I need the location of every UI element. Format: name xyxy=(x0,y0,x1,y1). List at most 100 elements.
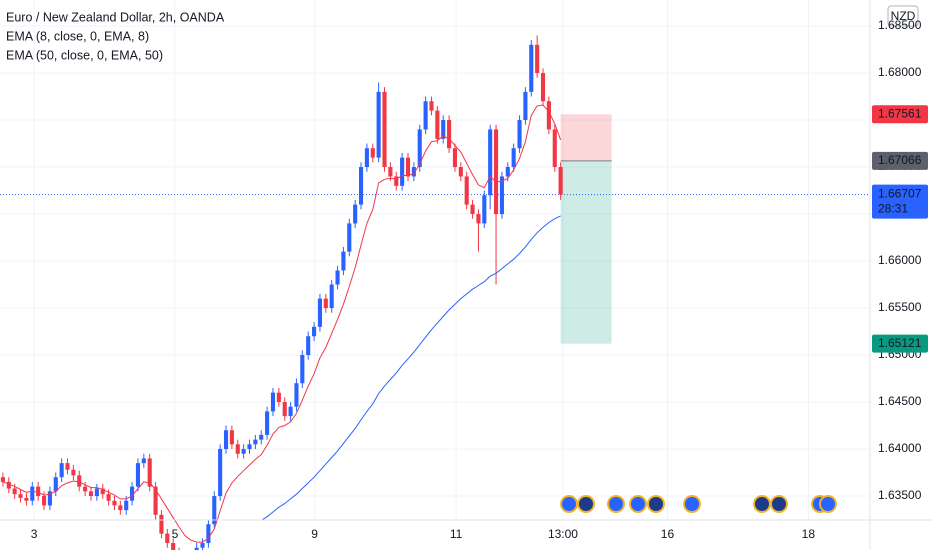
candle-body xyxy=(270,392,276,412)
price-tag xyxy=(872,105,928,124)
candle-body xyxy=(30,486,35,501)
candle-body xyxy=(370,148,375,158)
event-icon[interactable] xyxy=(577,495,595,513)
candle-body xyxy=(0,477,5,482)
event-icon[interactable] xyxy=(770,495,788,513)
candle-body xyxy=(405,157,411,177)
candle-body xyxy=(423,101,428,130)
candle-body xyxy=(147,458,152,487)
event-icon[interactable] xyxy=(629,495,647,513)
y-tick-label: 1.63500 xyxy=(878,488,922,502)
price-tag-label: 1.67561 xyxy=(878,106,922,120)
plot-area xyxy=(0,0,870,550)
y-tick-label: 1.68500 xyxy=(878,18,922,32)
event-icon[interactable] xyxy=(753,495,771,513)
price-tag xyxy=(872,334,928,353)
x-tick-label: 11 xyxy=(450,527,463,541)
candle-body xyxy=(353,204,358,224)
ema-line xyxy=(2,104,562,543)
candle-body xyxy=(464,176,469,205)
candle-body xyxy=(335,270,340,285)
candle-body xyxy=(141,458,146,464)
y-tick-label: 1.66000 xyxy=(878,253,922,267)
candle-body xyxy=(364,148,369,168)
candle-body xyxy=(71,469,76,476)
x-tick-label: 3 xyxy=(31,527,38,541)
ema-line xyxy=(260,215,561,521)
event-icon[interactable] xyxy=(683,495,701,513)
candle-body xyxy=(294,383,299,407)
candle-body xyxy=(347,223,352,252)
candle-body xyxy=(6,481,11,489)
candle-body xyxy=(130,486,135,501)
stop-zone xyxy=(560,114,612,161)
candle-body xyxy=(376,91,381,158)
target-zone xyxy=(560,160,612,344)
candle-body xyxy=(552,129,557,168)
candle-body xyxy=(317,298,322,327)
y-tick-label: 1.65500 xyxy=(878,300,922,314)
candle-body xyxy=(159,514,164,534)
candle-body xyxy=(288,406,293,417)
price-tag xyxy=(872,151,928,170)
candle-body xyxy=(306,336,311,356)
candle-body xyxy=(341,251,346,271)
event-icon[interactable] xyxy=(819,495,837,513)
x-tick-label: 16 xyxy=(661,527,675,541)
candle-body xyxy=(18,494,23,498)
candle-body xyxy=(476,214,481,224)
candle-body xyxy=(411,167,416,177)
candle-body xyxy=(505,167,510,177)
y-tick-label: 1.64000 xyxy=(878,441,922,455)
candle-body xyxy=(12,488,17,495)
candle-body xyxy=(523,91,528,121)
candle-body xyxy=(200,543,205,548)
candle-body xyxy=(529,44,534,92)
candle-body xyxy=(540,73,546,102)
candle-body xyxy=(394,176,399,186)
candle-body xyxy=(53,477,58,492)
price-tag-label: 1.65121 xyxy=(878,336,922,350)
candle-body xyxy=(259,434,264,440)
candle-body xyxy=(24,497,29,501)
candle-body xyxy=(36,486,41,497)
candle-body xyxy=(112,500,117,506)
candle-body xyxy=(100,488,105,495)
event-icon[interactable] xyxy=(607,495,625,513)
price-tag-label: 1.67066 xyxy=(878,153,922,167)
candle-body xyxy=(458,167,463,177)
event-icon[interactable] xyxy=(560,495,578,513)
candle-body xyxy=(499,176,504,215)
candle-body xyxy=(470,204,475,215)
candle-body xyxy=(253,439,258,445)
candle-body xyxy=(400,157,405,186)
candle-body xyxy=(265,411,270,435)
price-tag-label: 1.66707 xyxy=(878,187,922,201)
candle-body xyxy=(447,120,452,149)
event-icon[interactable] xyxy=(647,495,665,513)
candle-body xyxy=(382,91,387,168)
candle-body xyxy=(300,355,305,384)
candle-body xyxy=(59,463,64,478)
candle-body xyxy=(83,486,88,492)
price-tag xyxy=(872,184,928,219)
candle-body xyxy=(106,494,111,501)
candle-body xyxy=(488,129,493,196)
candle-body xyxy=(171,543,176,550)
candle-body xyxy=(441,120,446,139)
candle-body xyxy=(94,488,99,497)
candle-body xyxy=(435,110,440,139)
candle-body xyxy=(312,326,317,337)
y-tick-label: 1.64500 xyxy=(878,394,922,408)
candle-body xyxy=(429,101,434,111)
candle-body xyxy=(41,496,47,506)
candle-body xyxy=(218,449,223,497)
x-tick-label: 9 xyxy=(311,527,318,541)
candle-body xyxy=(535,44,540,74)
currency-box[interactable] xyxy=(887,5,919,27)
candle-body xyxy=(323,298,328,309)
legend-entry: EMA (8, close, 0, EMA, 8) xyxy=(6,29,149,43)
candle-body xyxy=(388,167,393,177)
